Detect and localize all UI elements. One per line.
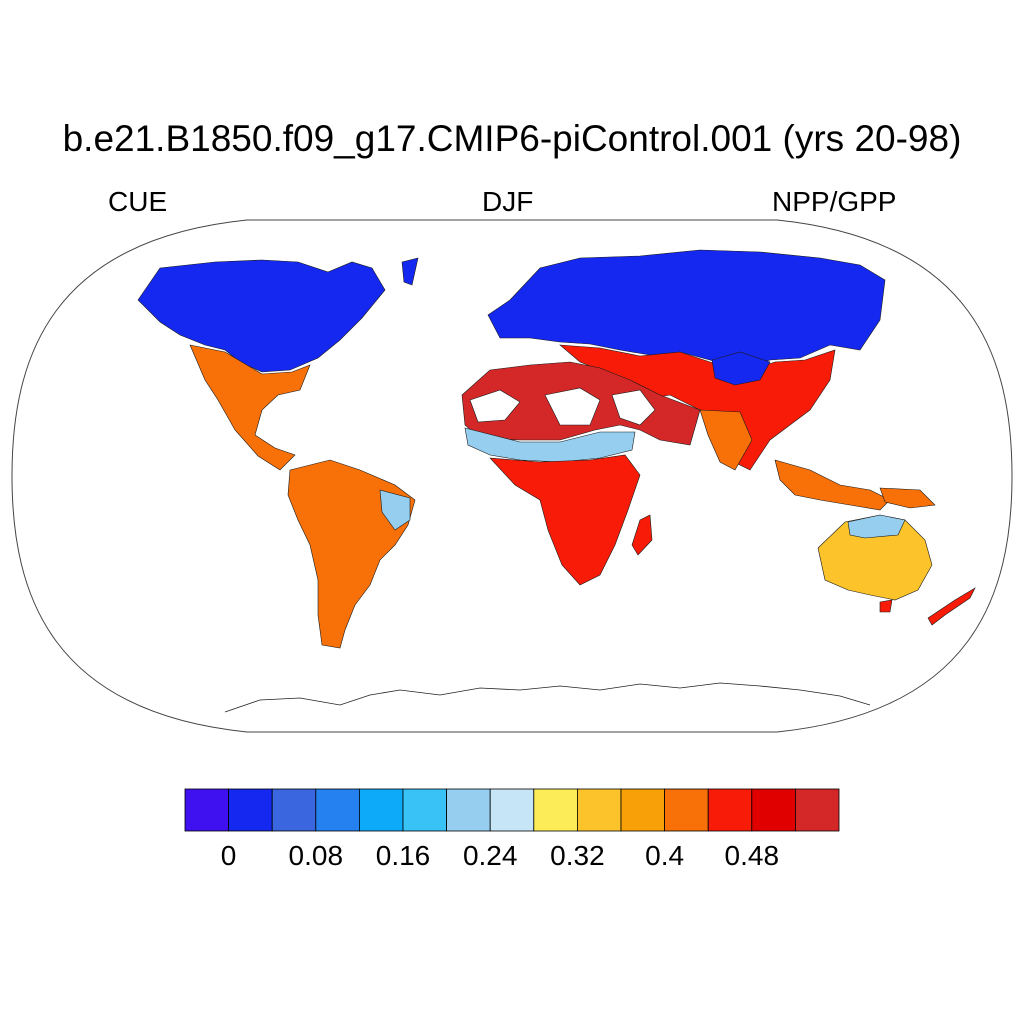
australia-north-cool-region — [847, 514, 906, 539]
southeast-asia-islands-region — [774, 459, 891, 511]
colorbar-swatch — [707, 788, 753, 832]
central-asia-blue-region — [711, 351, 771, 386]
colorbar-swatch — [446, 788, 491, 832]
globe-outline — [11, 219, 1013, 733]
brazil-east-cool-region — [379, 489, 411, 531]
colorbar-tick-label: 0.24 — [462, 840, 518, 871]
colorbar-swatch — [228, 788, 273, 832]
colorbar-tick-label: 0.08 — [288, 840, 344, 871]
colorbar-swatch — [533, 788, 578, 832]
new-guinea-region — [879, 487, 936, 509]
map-field-layer — [137, 249, 976, 649]
colorbar-swatch — [489, 788, 535, 832]
sahara-missing-patch-2 — [544, 387, 601, 426]
season-label: DJF — [482, 186, 534, 217]
new-zealand-region — [927, 587, 976, 626]
south-america-region — [287, 459, 416, 649]
colorbar — [184, 788, 840, 832]
sahel-transition-region — [464, 427, 636, 463]
colorbar-swatch — [402, 788, 447, 832]
colorbar-swatch — [315, 788, 360, 832]
greenland-region — [401, 257, 419, 286]
colorbar-swatch — [751, 788, 796, 832]
colorbar-swatch — [576, 788, 622, 832]
colorbar-swatch — [664, 788, 709, 832]
colorbar-tick-label: 0.4 — [645, 840, 685, 871]
colorbar-swatch — [795, 788, 840, 832]
units-label: NPP/GPP — [772, 186, 897, 217]
north-america-boreal-region — [137, 259, 386, 373]
world-map — [11, 219, 1013, 733]
colorbar-tick-label: 0 — [220, 840, 237, 871]
colorbar-swatch — [271, 788, 317, 832]
eurasia-boreal-region — [487, 249, 886, 371]
colorbar-swatch — [620, 788, 665, 832]
north-america-temperate-region — [189, 344, 311, 471]
antarctica-coastline — [224, 682, 871, 713]
tasmania-region — [879, 599, 893, 613]
india-region — [699, 409, 753, 471]
colorbar-swatch — [358, 788, 404, 832]
colorbar-tick-label: 0.48 — [724, 840, 780, 871]
sahara-missing-patch — [469, 389, 521, 423]
colorbar-swatch — [184, 788, 229, 832]
variable-label: CUE — [108, 186, 168, 217]
colorbar-tick-label: 0.32 — [550, 840, 605, 871]
madagascar-region — [631, 514, 653, 556]
arabia-missing-patch — [611, 389, 656, 426]
central-africa-region — [489, 454, 641, 586]
plot-title: b.e21.B1850.f09_g17.CMIP6-piControl.001 … — [62, 118, 962, 159]
colorbar-tick-label: 0.16 — [375, 840, 431, 871]
